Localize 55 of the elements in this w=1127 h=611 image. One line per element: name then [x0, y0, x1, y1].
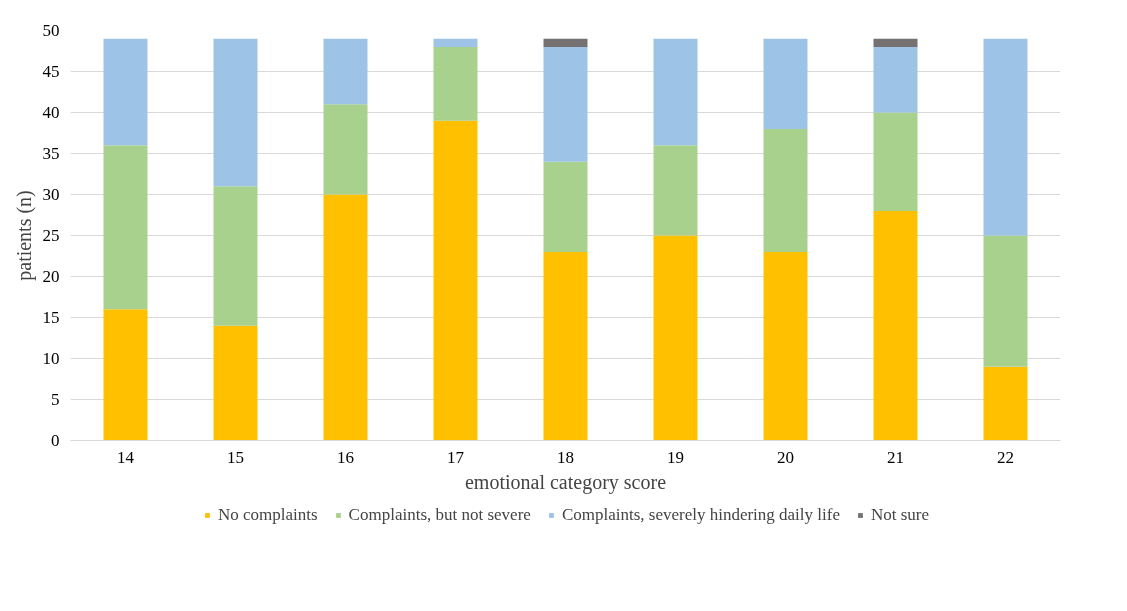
bar: [103, 145, 148, 310]
bar: [763, 128, 808, 252]
y-axis-title: patients (n): [12, 190, 36, 281]
y-tick-label: 20: [42, 267, 60, 286]
y-tick-label: 5: [51, 390, 60, 409]
legend-label: Complaints, but not severe: [348, 505, 531, 525]
legend-label: Not sure: [870, 505, 930, 525]
y-tick-label: 45: [42, 62, 60, 81]
bar: [653, 38, 698, 146]
bar: [873, 112, 918, 211]
bar: [763, 38, 808, 129]
bar: [213, 186, 258, 326]
x-axis-title: emotional category score: [464, 470, 667, 494]
y-tick-label: 40: [42, 103, 60, 122]
bar: [873, 46, 918, 113]
y-tick-label: 25: [42, 226, 60, 245]
y-tick-label: 30: [42, 185, 60, 204]
x-tick-label: 19: [667, 447, 684, 467]
y-tick-label: 0: [51, 431, 60, 450]
legend-label: Complaints, severely hindering daily life: [561, 505, 840, 525]
y-tick-label: 50: [42, 21, 60, 40]
bar: [213, 325, 258, 441]
x-tick-label: 17: [447, 447, 465, 467]
x-tick-label: 21: [887, 447, 904, 467]
bar: [983, 235, 1028, 367]
x-tick-label: 22: [997, 447, 1014, 467]
y-tick-label: 15: [42, 308, 60, 327]
x-tick-label: 20: [777, 447, 794, 467]
y-tick-label: 35: [42, 144, 60, 163]
bar: [873, 210, 918, 441]
bar: [323, 194, 368, 441]
bar: [653, 145, 698, 236]
bar: [433, 38, 478, 47]
x-tick-label: 14: [117, 447, 135, 467]
bar: [543, 38, 588, 47]
bar: [983, 366, 1028, 441]
bar: [213, 38, 258, 187]
legend-label: No complaints: [217, 505, 318, 525]
y-tick-label: 10: [42, 349, 60, 368]
bar: [103, 38, 148, 146]
bar: [543, 161, 588, 252]
bar: [763, 251, 808, 441]
bar: [323, 104, 368, 195]
bar: [873, 38, 918, 47]
bar: [983, 38, 1028, 236]
x-tick-label: 18: [557, 447, 574, 467]
x-tick-label: 16: [337, 447, 354, 467]
bar: [653, 235, 698, 441]
bar: [543, 46, 588, 162]
bar: [543, 251, 588, 441]
bar: [103, 309, 148, 441]
bar: [433, 46, 478, 121]
x-tick-label: 15: [227, 447, 244, 467]
bar: [323, 38, 368, 105]
bar: [433, 120, 478, 441]
